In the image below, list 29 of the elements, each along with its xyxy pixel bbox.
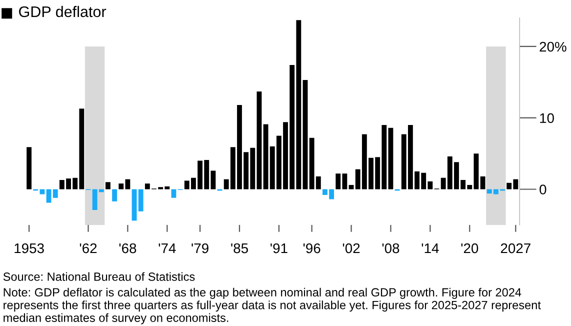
- x-tick-label: '91: [270, 243, 288, 254]
- y-tick-label: 0: [540, 184, 546, 194]
- x-tick-label: '96: [303, 243, 320, 254]
- x-tick-label: '62: [80, 243, 97, 254]
- x-tick-label: '02: [342, 243, 360, 254]
- bar: [138, 189, 144, 212]
- bar: [40, 189, 45, 194]
- x-tick-label: '85: [231, 243, 248, 254]
- x-tick-label: '68: [119, 243, 136, 254]
- x-tick-label: 1953: [14, 243, 44, 254]
- bar: [171, 189, 176, 198]
- x-tick-label: '20: [461, 243, 478, 254]
- bar: [302, 80, 308, 190]
- bar: [106, 182, 110, 190]
- bar: [388, 128, 394, 190]
- y-tick-label: 10: [540, 113, 554, 124]
- y-tick-label: 20%: [540, 42, 566, 52]
- x-tick-label: '14: [422, 244, 439, 254]
- text: Note: GDP deflator is calculated as the gap between nominal and real GDP growth. Figure for 2024 represents the first three quarters as full-year data is not available yet. Figures for 2025-2027 represent median estimates of survey on economists.: [4, 288, 541, 324]
- x-tick-label: '08: [382, 243, 400, 254]
- source-note: Source: National Bureau of Statistics: [3, 272, 195, 281]
- bar: [480, 176, 486, 190]
- chart-title: GDP deflator: [19, 6, 106, 18]
- bar: [132, 189, 137, 221]
- x-tick-label: 2027: [500, 243, 530, 254]
- bar: [112, 189, 118, 202]
- x-tick-label: '74: [158, 244, 176, 254]
- x-tick-label: '79: [192, 243, 208, 254]
- bar: [26, 147, 32, 190]
